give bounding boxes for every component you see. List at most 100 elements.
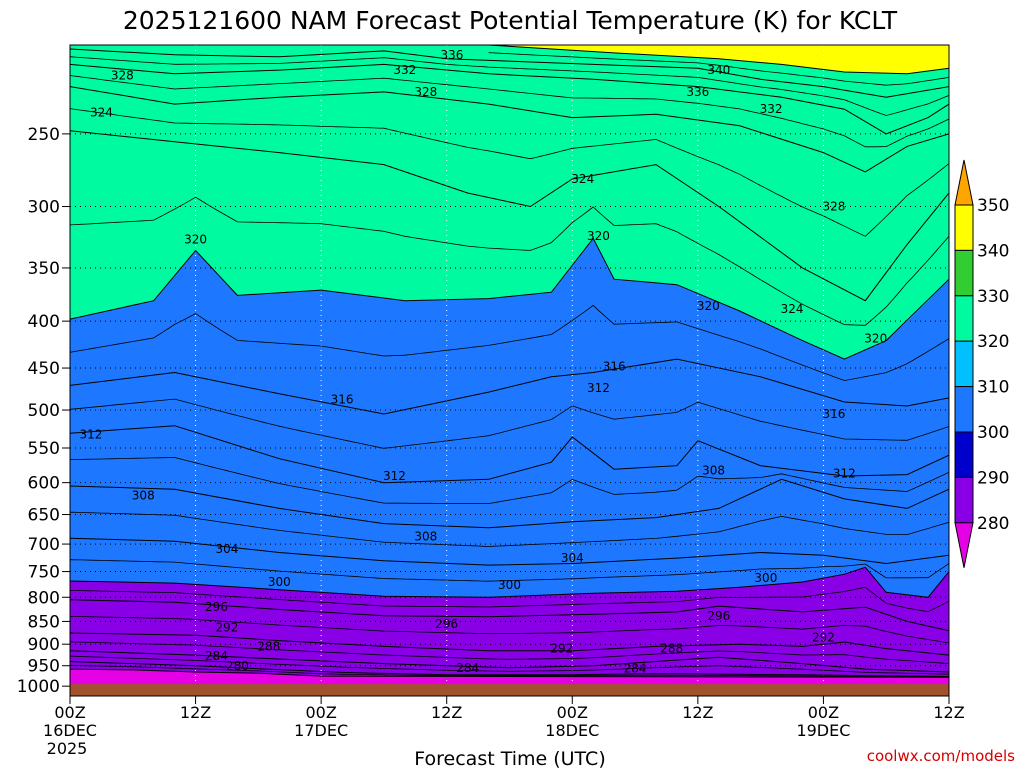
contour-label: 336 — [686, 85, 709, 99]
colorbar-swatch — [954, 204, 974, 251]
y-tick-label: 400 — [28, 312, 60, 332]
isotherm-line — [70, 425, 949, 484]
colorbar-swatch — [954, 431, 974, 478]
isotherm-line — [70, 457, 949, 505]
contour-label: 300 — [268, 575, 291, 589]
isotherm-line — [70, 48, 949, 98]
contour-label: 320 — [864, 332, 887, 346]
y-tick-label: 900 — [28, 635, 60, 655]
contour-label: 328 — [414, 85, 437, 99]
y-tick-label: 300 — [28, 198, 60, 218]
colorbar-tick-label: 290 — [977, 468, 1009, 488]
x-tick-year: 2025 — [47, 739, 88, 758]
colorbar-tick-label: 280 — [977, 514, 1009, 534]
contour-label: 296 — [707, 609, 730, 623]
y-tick-label: 250 — [28, 125, 60, 145]
contour-label: 312 — [79, 428, 102, 442]
x-tick-date: 17DEC — [294, 721, 348, 740]
isotherm-line — [70, 63, 949, 135]
colorbar-swatch — [954, 249, 974, 297]
isotherm-line — [70, 661, 949, 677]
contour-label: 304 — [216, 542, 239, 556]
colorbar-tick-label: 310 — [977, 378, 1009, 398]
contour-label: 332 — [760, 102, 783, 116]
contour-label: 284 — [205, 649, 228, 663]
x-tick-date: 16DEC — [43, 721, 97, 740]
y-axis-ticks: 250 300 350 400 450 500 550 600 650 700 750 800 850 9… — [17, 125, 70, 697]
chart-title: 2025121600 NAM Forecast Potential Temper… — [123, 6, 898, 35]
contour-label: 292 — [216, 620, 239, 634]
colorbar-swatch — [954, 340, 974, 388]
x-tick-label: 12Z — [933, 703, 964, 722]
isotherm-line — [70, 599, 949, 632]
contour-label: 316 — [822, 407, 845, 421]
contour-label: 312 — [587, 381, 610, 395]
contour-label: 328 — [111, 69, 134, 83]
contour-label: 292 — [550, 642, 573, 656]
contour-label: 300 — [498, 578, 521, 592]
colorbar-swatch — [954, 476, 974, 524]
x-tick-label: 12Z — [682, 703, 713, 722]
isotherm-line — [70, 537, 949, 566]
isotherm-line — [70, 586, 949, 613]
y-tick-label: 1000 — [17, 677, 60, 697]
isotherm-line — [70, 655, 949, 675]
contour-label: 296 — [205, 600, 228, 614]
colorbar-tick-label: 330 — [977, 287, 1009, 307]
isotherm-line — [70, 566, 949, 598]
contour-label: 324 — [90, 106, 113, 120]
contour-lines — [70, 45, 949, 678]
plot-frame — [69, 44, 950, 697]
contour-label: 288 — [257, 639, 280, 653]
isotherm-line — [70, 56, 949, 116]
isotherm-line — [70, 108, 949, 237]
isotherm-line — [70, 664, 949, 678]
y-tick-label: 650 — [28, 506, 60, 526]
contour-label: 320 — [184, 233, 207, 247]
contour-label: 336 — [440, 48, 463, 62]
colorbar-tick-label: 320 — [977, 332, 1009, 352]
y-tick-label: 800 — [28, 588, 60, 608]
x-tick-label: 12Z — [180, 703, 211, 722]
y-tick-label: 700 — [28, 535, 60, 555]
y-tick-label: 600 — [28, 474, 60, 494]
contour-label: 328 — [822, 200, 845, 214]
contour-label: 292 — [812, 630, 835, 644]
isotherm-line — [70, 86, 949, 173]
contour-label: 340 — [707, 63, 730, 77]
contour-label: 332 — [393, 63, 416, 77]
x-tick-date: 18DEC — [545, 721, 599, 740]
contour-label: 280 — [226, 659, 249, 673]
contour-label: 308 — [702, 464, 725, 478]
contour-label: 284 — [624, 662, 647, 676]
colorbar-tick-label: 350 — [977, 196, 1009, 216]
isotherm-line — [70, 75, 949, 148]
isotherm-line — [70, 650, 949, 673]
x-tick-date: 19DEC — [796, 721, 850, 740]
contour-label: 284 — [456, 661, 479, 675]
contour-label: 324 — [571, 172, 594, 186]
colorbar-tick-label: 300 — [977, 423, 1009, 443]
contour-label: 316 — [603, 359, 626, 373]
y-tick-label: 950 — [28, 657, 60, 677]
colorbar-tick-label: 340 — [977, 241, 1009, 261]
isotherm-line — [70, 196, 949, 326]
x-tick-label: 00Z — [54, 703, 85, 722]
credit-text: coolwx.com/models — [867, 747, 1015, 765]
isotherm-line — [70, 398, 949, 449]
contour-label: 308 — [414, 530, 437, 544]
isotherm-line — [70, 478, 949, 529]
contour-label: 320 — [697, 299, 720, 313]
isotherm-line — [70, 668, 949, 678]
ground-fill — [70, 684, 949, 696]
isotherm-line — [70, 358, 949, 415]
contour-label: 316 — [331, 393, 354, 407]
isotherm-line — [488, 52, 949, 86]
colorbar-swatch — [954, 295, 974, 342]
y-tick-label: 450 — [28, 359, 60, 379]
contour-labels: 336 332 328 328 340 336 332 324 324 328 320 320 320 3… — [79, 48, 887, 676]
contour-fills — [70, 45, 949, 696]
isotherm-line — [70, 559, 949, 582]
